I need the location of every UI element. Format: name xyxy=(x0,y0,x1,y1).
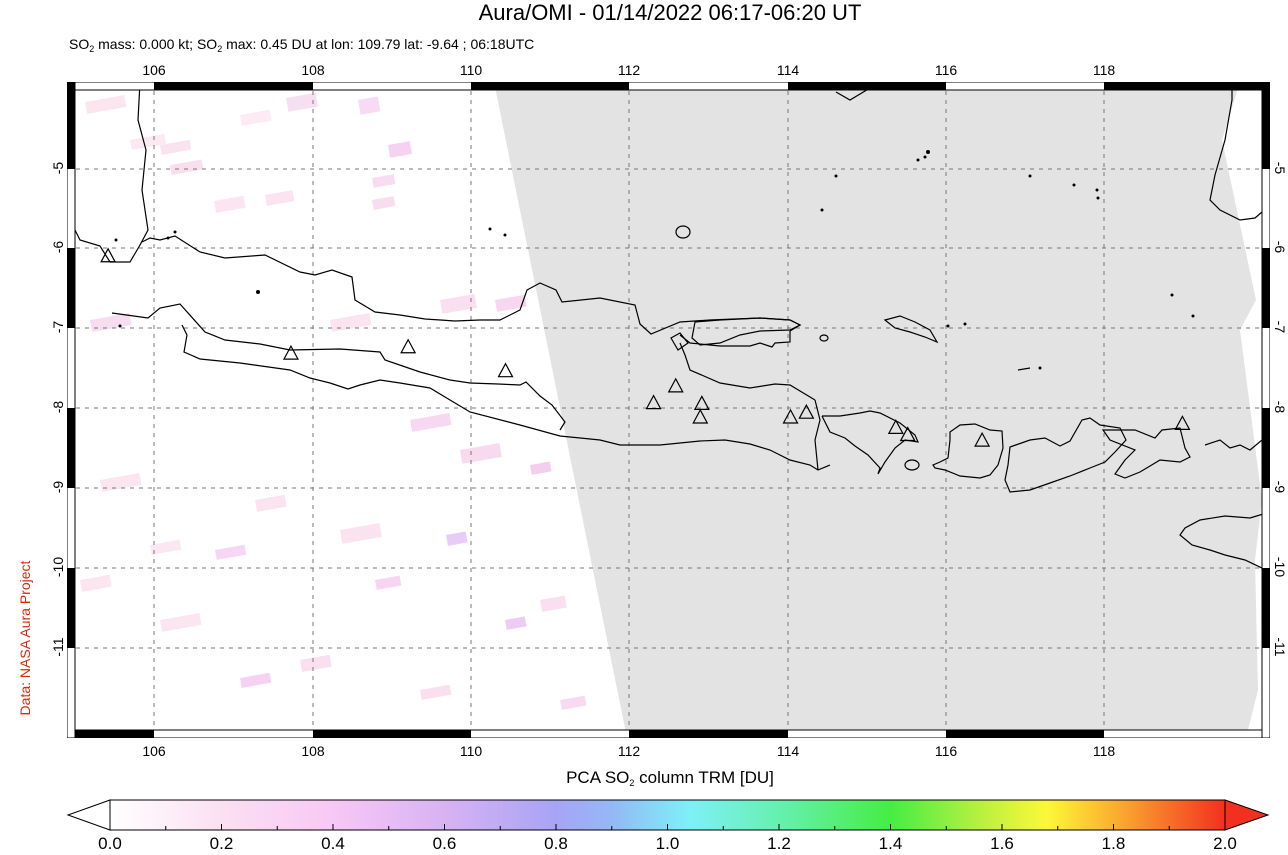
colorbar-title-text: PCA SO xyxy=(566,768,630,787)
lon-label-top: 118 xyxy=(1092,62,1116,78)
lon-label-bottom: 114 xyxy=(776,743,800,759)
lon-label-top: 116 xyxy=(934,62,958,78)
colorbar-label: 2.0 xyxy=(1213,834,1237,853)
volcano-triangle-icon xyxy=(693,395,710,411)
lat-label-right: -8 xyxy=(1272,400,1288,414)
colorbar-title: PCA SO2 column TRM [DU] xyxy=(0,768,1288,788)
volcano-triangle-icon xyxy=(974,431,991,447)
colorbar-ticks xyxy=(165,824,1170,830)
island-bawean xyxy=(675,225,691,239)
colorbar-label: 0.4 xyxy=(321,834,345,853)
lon-label-bottom: 110 xyxy=(459,743,483,759)
so2-map xyxy=(67,82,1270,738)
volcano-triangle-icon xyxy=(667,377,684,393)
colorbar-title-text: column TRM [DU] xyxy=(634,768,774,787)
map-frame xyxy=(67,82,1270,738)
lat-label-left: -9 xyxy=(50,480,66,494)
lat-label-left: -6 xyxy=(50,240,66,254)
lat-label-right: -5 xyxy=(1272,161,1288,175)
colorbar-label: 1.8 xyxy=(1101,834,1126,853)
colorbar-title-subscript: 2 xyxy=(629,778,635,788)
lon-label-bottom: 118 xyxy=(1092,743,1116,759)
data-credit: Data: NASA Aura Project xyxy=(17,560,33,716)
lon-label-bottom: 116 xyxy=(934,743,958,759)
lon-label-bottom: 108 xyxy=(301,743,325,759)
lon-label-top: 106 xyxy=(142,62,166,78)
colorbar-label: 0.2 xyxy=(209,834,234,853)
colorbar-label: 0.6 xyxy=(432,834,457,853)
coast-surabaya xyxy=(670,332,689,351)
lat-label-left: -7 xyxy=(50,320,66,334)
coast-madura xyxy=(691,317,802,346)
lat-label-left: -10 xyxy=(50,556,66,578)
volcano-triangle-icon xyxy=(692,408,709,424)
lat-label-left: -5 xyxy=(50,161,66,175)
coast-lombok xyxy=(932,423,1004,479)
summary-text: max: 0.45 DU at lon: 109.79 lat: -9.64 ;… xyxy=(222,36,535,52)
coast-nusa-penida xyxy=(904,459,920,471)
volcano-triangle-icon xyxy=(782,408,799,424)
colorbar-label: 0.8 xyxy=(544,834,568,853)
volcano-markers xyxy=(100,247,1191,447)
volcano-triangle-icon xyxy=(497,362,514,378)
summary-text: mass: 0.000 kt; SO xyxy=(94,36,218,52)
lat-label-right: -11 xyxy=(1272,637,1288,657)
colorbar-label: 1.2 xyxy=(767,834,791,853)
graticule xyxy=(67,82,1270,738)
chart-title: Aura/OMI - 01/14/2022 06:17-06:20 UT xyxy=(478,0,862,25)
summary-subscript: 2 xyxy=(89,44,95,54)
lat-label-right: -6 xyxy=(1272,240,1288,254)
lat-label-left: -8 xyxy=(50,400,66,414)
lon-label-bottom: 112 xyxy=(617,743,641,759)
so2-summary: SO2 mass: 0.000 kt; SO2 max: 0.45 DU at … xyxy=(69,36,534,54)
coast-java-north xyxy=(111,235,802,431)
volcano-triangle-icon xyxy=(887,419,904,434)
lon-label-bottom: 106 xyxy=(142,743,166,759)
small-islands xyxy=(114,150,1195,370)
no-data-edge xyxy=(1222,82,1270,738)
volcano-triangle-icon xyxy=(100,247,117,263)
colorbar-label: 1.4 xyxy=(878,834,903,853)
coast-java-south xyxy=(181,324,831,471)
lon-label-top: 114 xyxy=(776,62,800,78)
volcano-triangle-icon xyxy=(899,426,916,442)
coast-bali xyxy=(821,410,919,475)
lon-label-top: 112 xyxy=(617,62,641,78)
coast-sumba xyxy=(1179,511,1270,571)
lon-label-top: 110 xyxy=(459,62,483,78)
volcano-triangle-icon xyxy=(798,403,815,419)
coast-sumbawa xyxy=(1004,417,1127,493)
island-kangean xyxy=(883,315,939,344)
no-data-region xyxy=(494,82,1270,738)
lon-label-top: 108 xyxy=(301,62,325,78)
colorbar-label: 0.0 xyxy=(98,834,122,853)
volcano-triangle-icon xyxy=(1174,415,1191,430)
colorbar-max-arrow xyxy=(1224,799,1270,831)
volcano-triangle-icon xyxy=(645,394,662,410)
volcano-triangle-icon xyxy=(282,344,299,360)
colorbar-label: 1.6 xyxy=(990,834,1014,853)
summary-text: SO xyxy=(69,36,90,52)
summary-subscript: 2 xyxy=(217,44,223,54)
coast-sumatra xyxy=(74,82,149,263)
coast-sumbawa-east xyxy=(1101,427,1191,479)
colorbar xyxy=(66,799,1270,831)
lat-label-right: -7 xyxy=(1272,320,1288,334)
volcano-triangle-icon xyxy=(400,338,417,354)
colorbar-label: 1.0 xyxy=(655,834,680,853)
lat-label-left: -11 xyxy=(50,637,66,657)
colorbar-min-arrow xyxy=(66,799,111,831)
so2-pixels xyxy=(79,92,587,710)
coast-kalimantan-2 xyxy=(1209,82,1270,221)
lat-label-right: -10 xyxy=(1272,556,1288,578)
lat-label-right: -9 xyxy=(1272,480,1288,494)
